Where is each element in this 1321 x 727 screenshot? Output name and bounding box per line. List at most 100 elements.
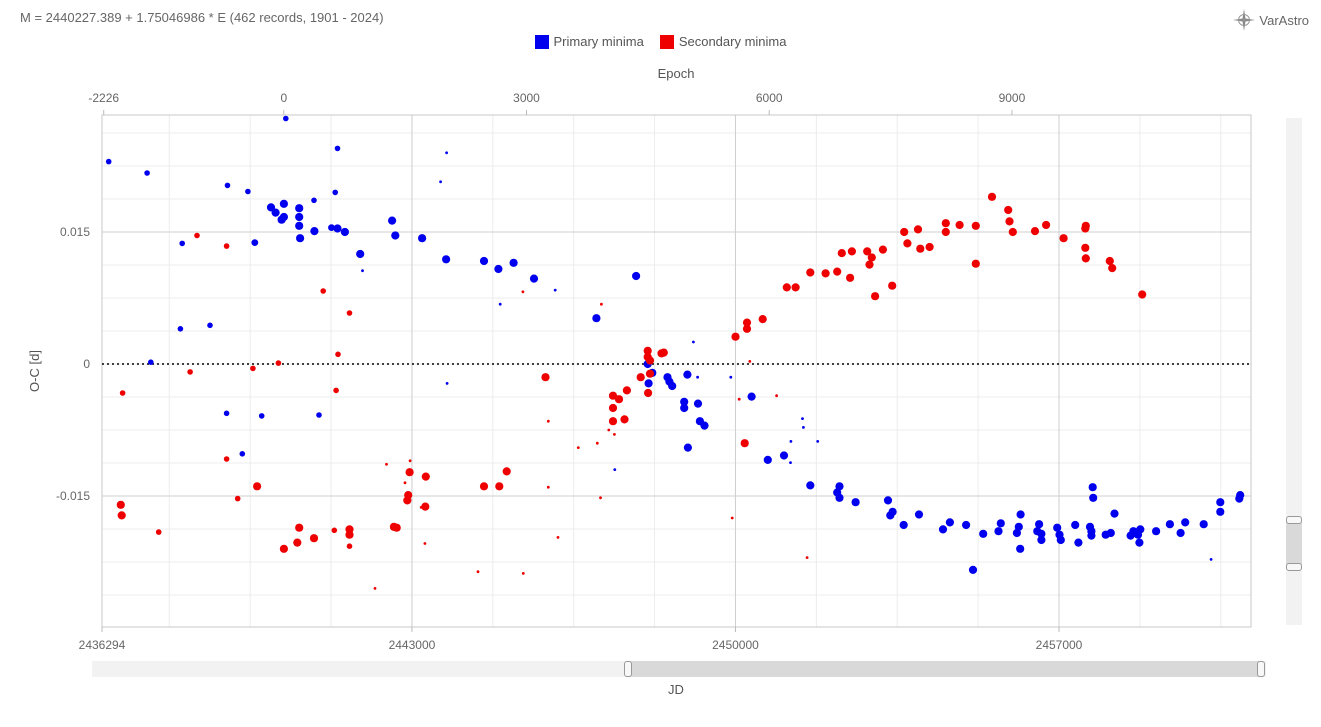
primary-minimum-point[interactable] [1165, 520, 1174, 529]
primary-minimum-point[interactable] [445, 382, 449, 385]
secondary-minimum-point[interactable] [847, 247, 857, 256]
primary-minimum-point[interactable] [1089, 493, 1098, 502]
secondary-minimum-point[interactable] [495, 482, 504, 491]
secondary-minimum-point[interactable] [941, 219, 950, 228]
primary-minimum-point[interactable] [179, 240, 185, 247]
primary-minimum-point[interactable] [310, 227, 319, 236]
vertical-zoom-handle-top[interactable] [1286, 516, 1302, 524]
secondary-minimum-point[interactable] [955, 220, 964, 230]
primary-minimum-point[interactable] [1136, 525, 1145, 534]
secondary-minimum-point[interactable] [608, 391, 618, 400]
secondary-minimum-point[interactable] [116, 500, 125, 509]
primary-minimum-point[interactable] [899, 520, 908, 530]
primary-minimum-point[interactable] [789, 461, 792, 464]
primary-minimum-point[interactable] [1216, 498, 1225, 507]
primary-minimum-point[interactable] [295, 212, 304, 222]
secondary-minimum-point[interactable] [119, 390, 126, 396]
secondary-minimum-point[interactable] [541, 373, 550, 382]
primary-minimum-point[interactable] [391, 231, 400, 240]
legend-item-primary[interactable]: Primary minima [534, 34, 644, 49]
secondary-minimum-point[interactable] [546, 419, 550, 423]
secondary-minimum-point[interactable] [608, 403, 618, 413]
primary-minimum-point[interactable] [1216, 507, 1225, 516]
secondary-minimum-point[interactable] [279, 544, 288, 553]
secondary-minimum-point[interactable] [1138, 290, 1147, 299]
secondary-minimum-point[interactable] [250, 365, 256, 372]
primary-minimum-point[interactable] [553, 288, 557, 292]
secondary-minimum-point[interactable] [925, 242, 934, 252]
primary-minimum-point[interactable] [835, 493, 844, 502]
primary-minimum-point[interactable] [283, 115, 289, 122]
secondary-minimum-point[interactable] [423, 542, 427, 545]
secondary-minimum-point[interactable] [1030, 227, 1040, 236]
horizontal-zoom-scrollbar[interactable] [92, 661, 1266, 677]
primary-minimum-point[interactable] [148, 359, 154, 366]
secondary-minimum-point[interactable] [223, 456, 230, 462]
primary-minimum-point[interactable] [316, 412, 322, 418]
secondary-minimum-point[interactable] [404, 491, 413, 500]
horizontal-zoom-thumb[interactable] [629, 661, 1262, 677]
primary-minimum-point[interactable] [1199, 520, 1208, 529]
primary-minimum-point[interactable] [498, 302, 502, 306]
primary-minimum-point[interactable] [851, 498, 860, 507]
secondary-minimum-point[interactable] [576, 446, 580, 449]
secondary-minimum-point[interactable] [1059, 234, 1068, 243]
primary-minimum-point[interactable] [356, 249, 365, 259]
horizontal-zoom-handle-left[interactable] [624, 661, 632, 677]
primary-minimum-point[interactable] [996, 519, 1005, 528]
secondary-minimum-point[interactable] [913, 225, 923, 234]
primary-minimum-point[interactable] [1056, 535, 1065, 545]
primary-minimum-point[interactable] [251, 239, 259, 247]
primary-minimum-point[interactable] [692, 340, 695, 344]
secondary-minimum-point[interactable] [1004, 205, 1013, 215]
secondary-minimum-point[interactable] [155, 529, 162, 535]
secondary-minimum-point[interactable] [479, 482, 489, 491]
primary-minimum-point[interactable] [445, 151, 448, 155]
primary-minimum-point[interactable] [680, 403, 689, 413]
primary-minimum-point[interactable] [388, 216, 397, 225]
primary-minimum-point[interactable] [801, 417, 804, 420]
secondary-minimum-point[interactable] [867, 253, 876, 262]
primary-minimum-point[interactable] [311, 197, 317, 204]
secondary-minimum-point[interactable] [730, 516, 734, 520]
secondary-minimum-point[interactable] [223, 243, 230, 249]
secondary-minimum-point[interactable] [645, 356, 655, 365]
secondary-minimum-point[interactable] [546, 485, 550, 489]
secondary-minimum-point[interactable] [614, 395, 624, 404]
primary-minimum-point[interactable] [1037, 535, 1046, 545]
secondary-minimum-point[interactable] [878, 245, 888, 254]
secondary-minimum-point[interactable] [941, 227, 950, 237]
secondary-minimum-point[interactable] [320, 288, 327, 294]
secondary-minimum-point[interactable] [335, 351, 341, 358]
primary-minimum-point[interactable] [806, 481, 815, 490]
primary-minimum-point[interactable] [1181, 518, 1190, 527]
secondary-minimum-point[interactable] [737, 397, 741, 401]
primary-minimum-point[interactable] [258, 413, 265, 419]
secondary-minimum-point[interactable] [613, 433, 616, 436]
primary-minimum-point[interactable] [1014, 522, 1023, 531]
primary-minimum-point[interactable] [333, 224, 342, 233]
secondary-minimum-point[interactable] [1105, 256, 1114, 266]
primary-minimum-point[interactable] [245, 188, 251, 195]
secondary-minimum-point[interactable] [758, 315, 767, 324]
secondary-minimum-point[interactable] [636, 373, 645, 382]
secondary-minimum-point[interactable] [408, 459, 412, 463]
primary-minimum-point[interactable] [418, 234, 427, 243]
primary-minimum-point[interactable] [945, 518, 955, 527]
secondary-minimum-point[interactable] [1108, 264, 1117, 273]
secondary-minimum-point[interactable] [748, 360, 752, 363]
primary-minimum-point[interactable] [683, 370, 692, 379]
primary-minimum-point[interactable] [938, 525, 948, 534]
primary-minimum-point[interactable] [361, 269, 364, 273]
primary-minimum-point[interactable] [1152, 527, 1161, 536]
primary-minimum-point[interactable] [632, 271, 641, 281]
secondary-minimum-point[interactable] [865, 260, 874, 269]
primary-minimum-point[interactable] [1016, 510, 1025, 519]
secondary-minimum-point[interactable] [1042, 220, 1051, 230]
primary-minimum-point[interactable] [683, 443, 693, 452]
primary-minimum-point[interactable] [1074, 538, 1083, 547]
primary-minimum-point[interactable] [779, 451, 789, 460]
primary-minimum-point[interactable] [613, 468, 617, 471]
primary-minimum-point[interactable] [729, 375, 733, 379]
secondary-minimum-point[interactable] [333, 387, 339, 394]
